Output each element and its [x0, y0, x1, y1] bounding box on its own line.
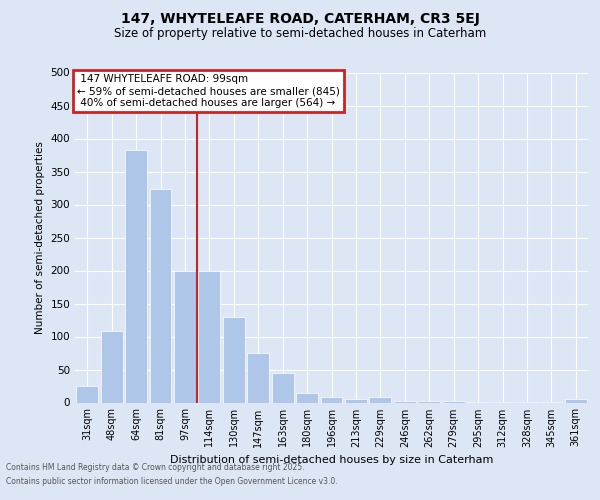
Bar [296, 392, 318, 402]
Bar [223, 316, 245, 402]
Text: Size of property relative to semi-detached houses in Caterham: Size of property relative to semi-detach… [114, 28, 486, 40]
Bar [125, 150, 147, 402]
Bar [199, 270, 220, 402]
Bar [76, 386, 98, 402]
Bar [370, 397, 391, 402]
Text: Contains HM Land Registry data © Crown copyright and database right 2025.: Contains HM Land Registry data © Crown c… [6, 462, 305, 471]
Bar [418, 401, 440, 402]
X-axis label: Distribution of semi-detached houses by size in Caterham: Distribution of semi-detached houses by … [170, 455, 493, 465]
Bar [247, 353, 269, 403]
Bar [320, 397, 343, 402]
Bar [565, 399, 587, 402]
Bar [443, 401, 464, 402]
Text: 147 WHYTELEAFE ROAD: 99sqm
← 59% of semi-detached houses are smaller (845)
 40% : 147 WHYTELEAFE ROAD: 99sqm ← 59% of semi… [77, 74, 340, 108]
Text: Contains public sector information licensed under the Open Government Licence v3: Contains public sector information licen… [6, 478, 338, 486]
Y-axis label: Number of semi-detached properties: Number of semi-detached properties [35, 141, 45, 334]
Bar [272, 373, 293, 402]
Bar [101, 331, 122, 402]
Bar [345, 399, 367, 402]
Bar [394, 400, 416, 402]
Bar [149, 190, 172, 402]
Text: 147, WHYTELEAFE ROAD, CATERHAM, CR3 5EJ: 147, WHYTELEAFE ROAD, CATERHAM, CR3 5EJ [121, 12, 479, 26]
Bar [174, 270, 196, 402]
